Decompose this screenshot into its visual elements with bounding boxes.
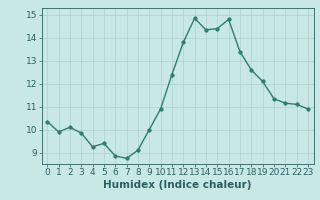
X-axis label: Humidex (Indice chaleur): Humidex (Indice chaleur) <box>103 180 252 190</box>
